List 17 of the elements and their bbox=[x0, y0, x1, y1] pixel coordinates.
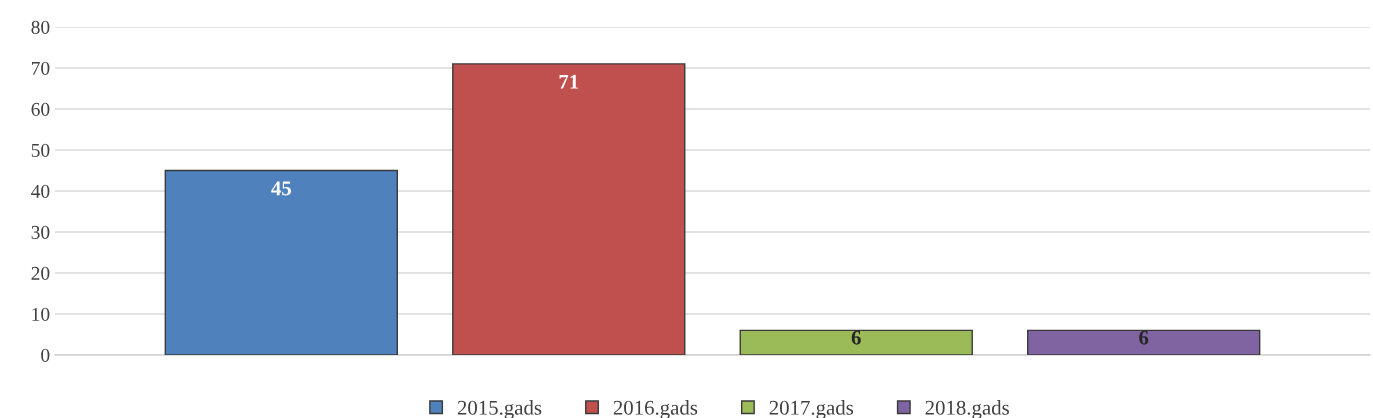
y-tick-label: 80 bbox=[31, 20, 50, 34]
data-label: 6 bbox=[851, 330, 861, 345]
bar bbox=[1027, 329, 1261, 355]
bar bbox=[452, 63, 686, 355]
bar bbox=[164, 169, 398, 355]
y-tick-label: 20 bbox=[31, 266, 50, 280]
data-label: 71 bbox=[559, 74, 579, 89]
y-tick-label: 30 bbox=[31, 225, 50, 239]
data-label: 6 bbox=[1139, 330, 1149, 345]
y-tick-label: 50 bbox=[31, 143, 50, 157]
y-tick-label: 70 bbox=[31, 61, 50, 75]
y-tick-label: 40 bbox=[31, 184, 50, 198]
data-label: 45 bbox=[271, 181, 291, 196]
y-tick-label: 0 bbox=[41, 348, 50, 362]
bar bbox=[739, 329, 973, 355]
y-tick-label: 10 bbox=[32, 307, 50, 321]
y-tick-label: 60 bbox=[31, 102, 50, 116]
